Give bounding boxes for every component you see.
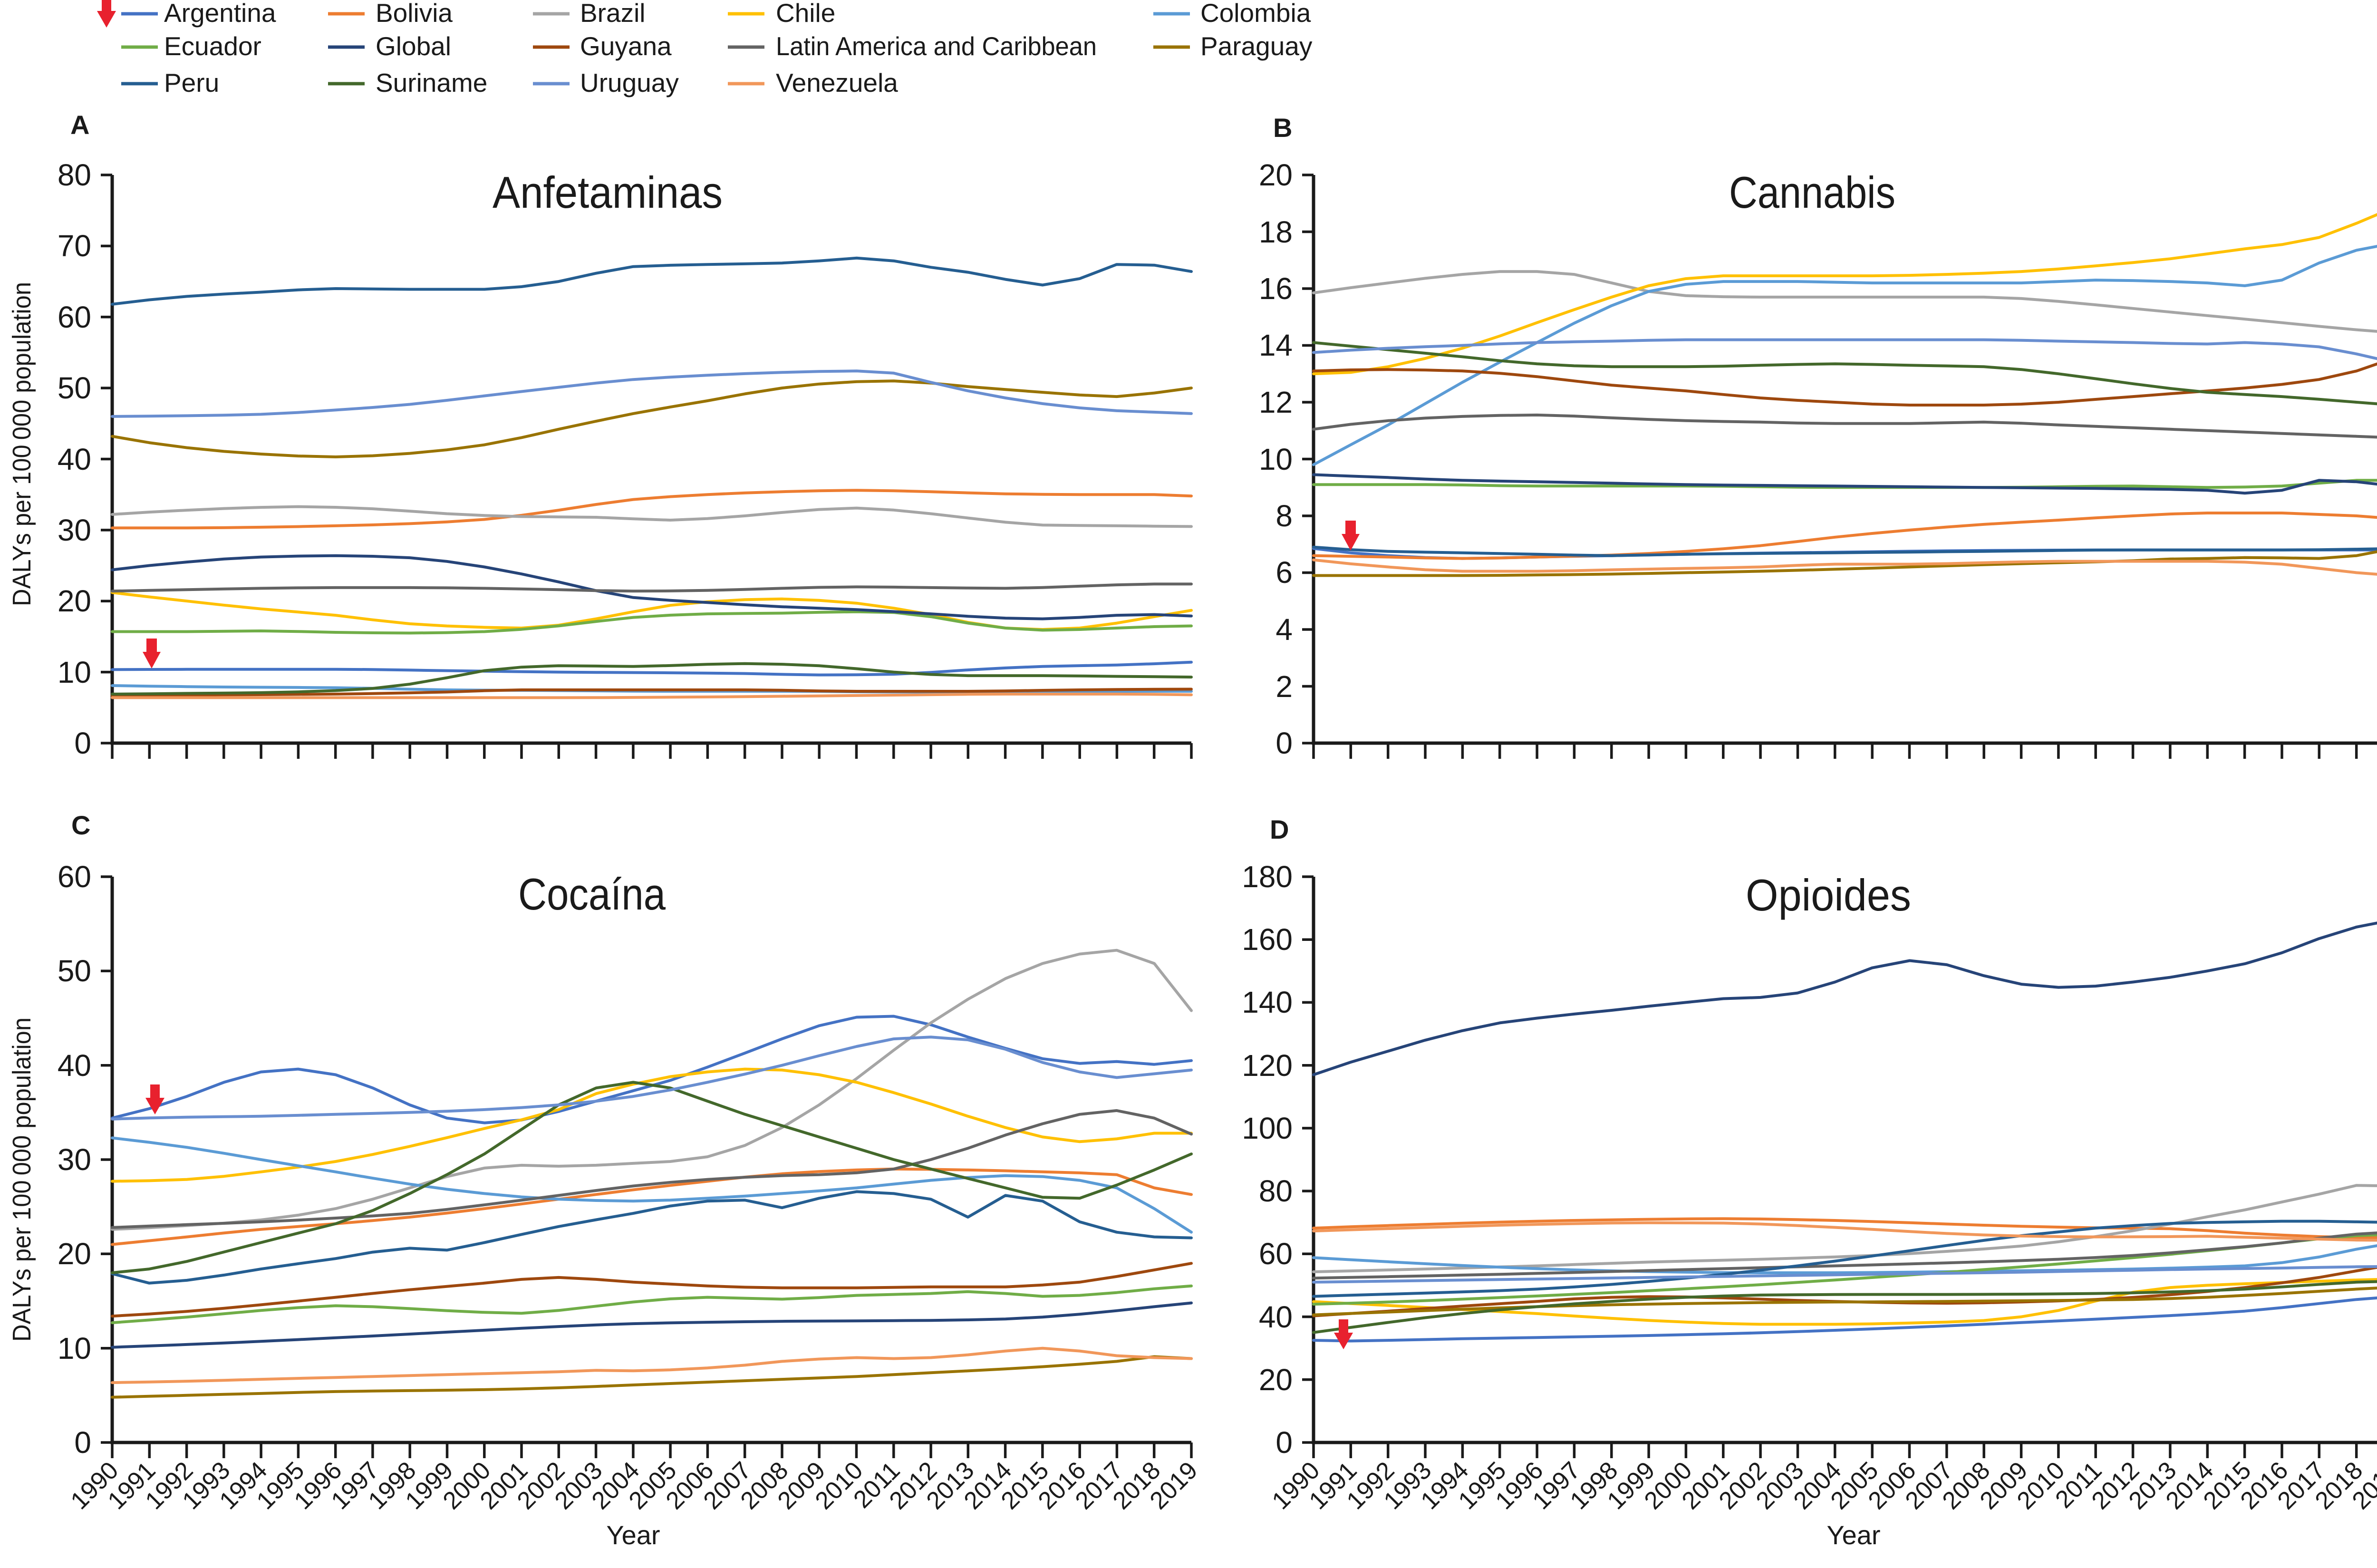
svg-text:120: 120 [1242, 1048, 1293, 1083]
svg-text:60: 60 [1259, 1237, 1293, 1271]
svg-text:80: 80 [58, 158, 91, 192]
svg-text:50: 50 [58, 371, 91, 405]
svg-text:Paraguay: Paraguay [1200, 31, 1313, 61]
svg-text:10: 10 [58, 1331, 91, 1365]
svg-text:0: 0 [74, 1425, 91, 1460]
svg-text:Guyana: Guyana [580, 31, 672, 61]
svg-text:30: 30 [58, 1142, 91, 1177]
svg-text:Uruguay: Uruguay [580, 68, 679, 97]
svg-text:40: 40 [58, 442, 91, 476]
svg-text:Anfetaminas: Anfetaminas [493, 167, 723, 217]
svg-text:Year: Year [1826, 1520, 1880, 1550]
svg-text:20: 20 [58, 1237, 91, 1271]
svg-text:0: 0 [1275, 1425, 1293, 1460]
svg-text:140: 140 [1242, 985, 1293, 1019]
svg-text:60: 60 [58, 300, 91, 334]
svg-text:DALYs per 100 000 population: DALYs per 100 000 population [8, 1017, 36, 1342]
svg-text:6: 6 [1275, 555, 1293, 590]
svg-text:180: 180 [1242, 860, 1293, 894]
svg-text:Chile: Chile [776, 0, 835, 28]
svg-text:60: 60 [58, 860, 91, 894]
svg-text:12: 12 [1259, 385, 1293, 419]
svg-text:40: 40 [1259, 1300, 1293, 1334]
svg-text:Ecuador: Ecuador [164, 31, 261, 61]
svg-text:Bolivia: Bolivia [376, 0, 453, 28]
svg-text:70: 70 [58, 229, 91, 263]
svg-text:80: 80 [1259, 1174, 1293, 1208]
svg-text:0: 0 [74, 726, 91, 760]
svg-text:100: 100 [1242, 1111, 1293, 1145]
svg-text:Brazil: Brazil [580, 0, 646, 28]
svg-text:20: 20 [1259, 1363, 1293, 1397]
svg-text:D: D [1270, 814, 1289, 844]
svg-text:Year: Year [606, 1520, 660, 1550]
svg-text:2: 2 [1275, 669, 1293, 704]
svg-text:DALYs per 100 000 population: DALYs per 100 000 population [8, 282, 36, 606]
svg-text:Opioides: Opioides [1746, 870, 1911, 920]
svg-text:40: 40 [58, 1048, 91, 1083]
svg-text:10: 10 [1259, 442, 1293, 476]
svg-text:A: A [70, 110, 89, 140]
svg-text:14: 14 [1259, 328, 1293, 362]
svg-text:Venezuela: Venezuela [776, 68, 898, 97]
svg-text:16: 16 [1259, 271, 1293, 306]
svg-text:Global: Global [376, 31, 451, 61]
svg-text:10: 10 [58, 655, 91, 689]
svg-text:C: C [71, 810, 90, 840]
svg-text:Suriname: Suriname [376, 68, 487, 97]
svg-text:30: 30 [58, 513, 91, 547]
svg-text:Cannabis: Cannabis [1729, 167, 1895, 217]
svg-text:Latin America and Caribbean: Latin America and Caribbean [776, 31, 1097, 61]
svg-text:8: 8 [1275, 499, 1293, 533]
svg-text:160: 160 [1242, 922, 1293, 957]
svg-text:50: 50 [58, 954, 91, 988]
svg-text:Cocaína: Cocaína [518, 869, 666, 919]
svg-text:20: 20 [58, 584, 91, 618]
svg-text:18: 18 [1259, 215, 1293, 249]
svg-text:Peru: Peru [164, 68, 219, 97]
svg-text:Colombia: Colombia [1200, 0, 1311, 28]
svg-text:4: 4 [1275, 612, 1293, 647]
svg-text:Argentina: Argentina [164, 0, 276, 28]
svg-text:0: 0 [1275, 726, 1293, 760]
svg-text:20: 20 [1259, 158, 1293, 192]
svg-text:B: B [1273, 113, 1292, 143]
